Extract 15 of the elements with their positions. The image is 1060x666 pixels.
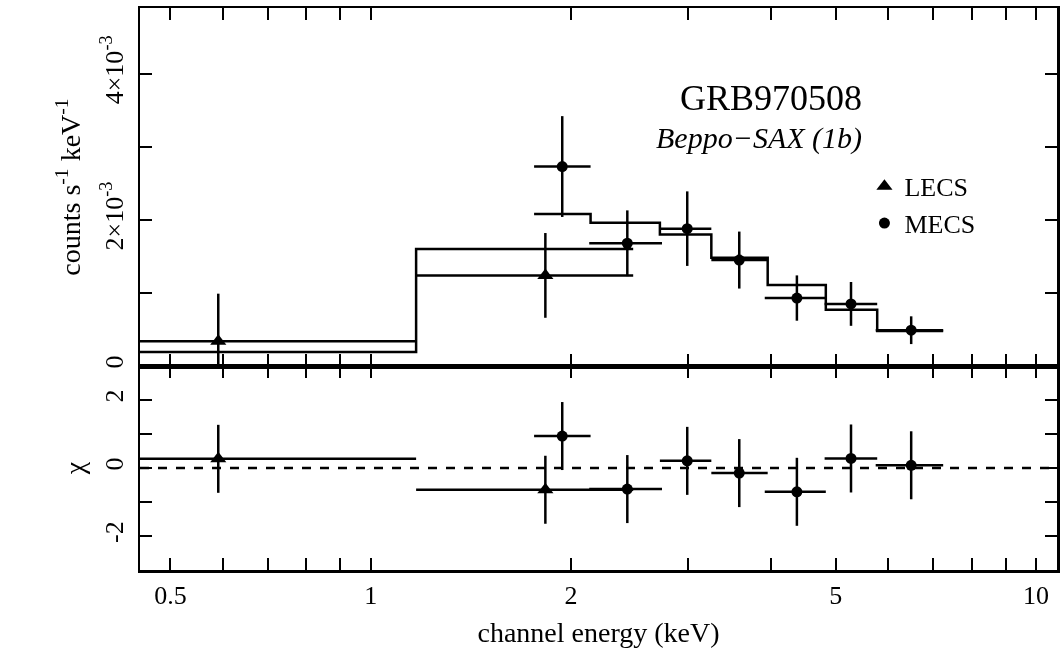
- x-axis-title: channel energy (keV): [477, 617, 720, 649]
- y-axis-title: χ: [58, 461, 90, 476]
- legend-label: MECS: [904, 210, 976, 240]
- x-tick-label: 10: [1023, 580, 1050, 610]
- y-tick-label: 2: [100, 389, 130, 403]
- y-tick-label: 0: [100, 355, 130, 369]
- legend-label: LECS: [904, 173, 969, 203]
- y-tick-label: -2: [100, 521, 130, 543]
- x-tick-label: 0.5: [154, 580, 187, 610]
- text: Beppo−SAX (1b): [656, 121, 863, 155]
- y-tick-label: 0: [100, 457, 130, 471]
- x-tick-label: 5: [829, 580, 843, 610]
- x-tick-label: 1: [364, 580, 378, 610]
- x-tick-label: 2: [564, 580, 578, 610]
- text: GRB970508: [680, 78, 863, 118]
